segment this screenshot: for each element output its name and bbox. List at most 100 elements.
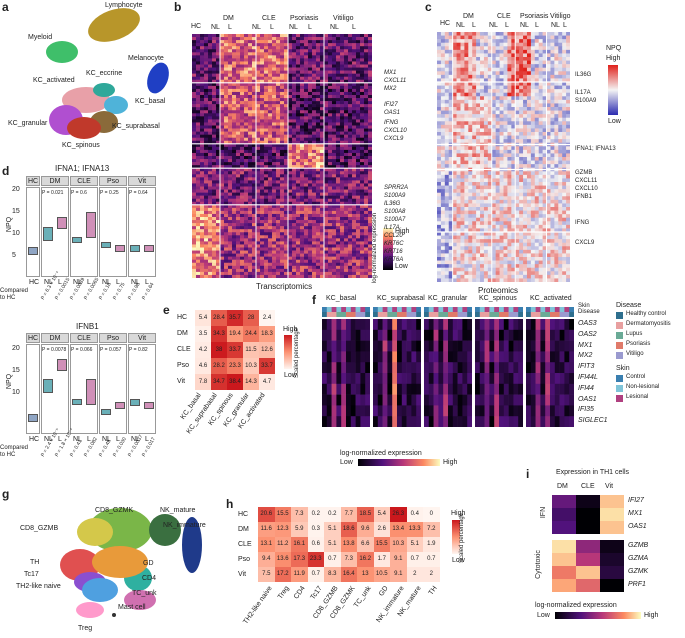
heat-b-cell: [324, 217, 329, 221]
heat-c-cell: [550, 164, 555, 169]
heat-b-cell: [312, 46, 317, 50]
heat-b-cell: [304, 247, 309, 251]
heat-c-cell: [503, 35, 508, 40]
heat-c-cell: [530, 85, 536, 90]
heat-c-cell: [542, 99, 547, 104]
heat-b-cell: [344, 256, 349, 260]
heat-c-cell: [495, 117, 500, 122]
heat-b-cell: [336, 82, 341, 87]
heat-b-cell: [208, 180, 213, 184]
heat-b-cell: [312, 198, 317, 203]
heat-b-cell: [236, 82, 241, 87]
heat-b-cell: [340, 168, 345, 172]
heat-b-cell: [292, 52, 297, 56]
heat-c-cell: [562, 67, 567, 72]
heat-b-cell: [212, 49, 217, 53]
heat-c-cell: [503, 46, 508, 51]
heat-b-cell: [288, 201, 293, 206]
heat-b-cell: [200, 168, 205, 172]
heat-c-cell: [440, 128, 446, 133]
heat-c-cell: [515, 78, 520, 83]
heat-c-cell: [495, 32, 500, 36]
heat-b-cell: [244, 213, 249, 218]
heat-c-cell: [554, 110, 559, 115]
heat-b-cell: [308, 195, 313, 199]
heat-b-cell: [288, 137, 293, 142]
heat-b-cell: [212, 134, 217, 138]
heat-c-cell: [448, 49, 453, 54]
heat-b-cell: [232, 250, 237, 254]
heat-c-cell: [464, 92, 469, 97]
heat-c-cell: [440, 153, 446, 158]
heat-b-cell: [344, 137, 349, 142]
heat-c-cell: [483, 42, 489, 47]
heat-c-cell: [460, 171, 465, 176]
heat-c-cell: [566, 103, 570, 108]
heat-b-cell: [252, 116, 257, 120]
heat-c-cell: [558, 60, 563, 65]
heat-b-cell: [320, 262, 325, 267]
heat-b-cell: [196, 174, 201, 178]
heat-c-cell: [534, 85, 540, 90]
heat-c-cell: [526, 135, 532, 140]
heat-b-cell: [256, 43, 261, 47]
heat-b-cell: [256, 262, 261, 267]
heat-b-cell: [356, 149, 361, 154]
heat-b-cell: [244, 156, 249, 160]
heat-c-cell: [448, 114, 453, 119]
heat-b-cell: [308, 146, 313, 151]
heat-b-cell: [228, 43, 233, 47]
heat-b-cell: [368, 238, 372, 242]
heat-b-cell: [328, 79, 333, 84]
heat-b-cell: [240, 259, 245, 264]
heat-c-cell: [464, 139, 469, 144]
heat-c-cell: [483, 121, 489, 126]
heat-c-cell: [523, 89, 528, 94]
heat-b-cell: [264, 247, 269, 251]
heat-c-cell: [562, 128, 567, 133]
heat-b-cell: [288, 220, 293, 224]
heat-b-cell: [268, 52, 273, 56]
heat-b-cell: [332, 156, 337, 160]
heat-b-cell: [292, 168, 297, 172]
heat-b-cell: [336, 177, 341, 181]
heat-c-cell: [523, 57, 528, 61]
heat-c-cell: [444, 107, 450, 111]
heat-b-cell: [228, 207, 233, 212]
heat-c-cell: [534, 153, 540, 158]
heat-b-cell: [304, 146, 309, 151]
heat-c-cell: [503, 85, 508, 90]
heat-b-cell: [360, 125, 365, 129]
heat-b-cell: [344, 262, 349, 267]
heat-b-cell: [268, 201, 273, 206]
heat-b-cell: [332, 152, 337, 157]
heat-b-cell: [320, 192, 325, 196]
heat-c-cell: [472, 82, 477, 86]
heat-b-cell: [324, 152, 329, 157]
heat-b-cell: [312, 149, 317, 154]
heat-b-cell: [356, 244, 361, 248]
heat-b-cell: [284, 37, 289, 41]
heat-b-cell: [204, 159, 209, 163]
heat-b-cell: [336, 67, 341, 71]
heat-b-cell: [296, 146, 301, 151]
heat-c-cell: [437, 42, 442, 47]
heat-c-cell: [530, 96, 536, 101]
heat-b-cell: [232, 274, 237, 278]
heat-b-cell: [284, 76, 289, 81]
heat-b-cell: [312, 82, 317, 87]
heat-c-cell: [468, 128, 473, 133]
heat-b-cell: [192, 95, 197, 99]
heat-c-cell: [507, 121, 512, 126]
heat-b-cell: [208, 67, 213, 71]
heat-b-cell: [348, 49, 353, 53]
heat-c-cell: [515, 42, 520, 47]
heat-b-cell: [264, 37, 269, 41]
heat-b-cell: [368, 55, 372, 59]
heat-b-cell: [344, 192, 349, 196]
heat-b-cell: [196, 122, 201, 126]
heat-c-cell: [468, 67, 473, 72]
heat-b-cell: [272, 107, 277, 111]
heat-b-cell: [240, 137, 245, 142]
heat-b-cell: [268, 137, 273, 142]
